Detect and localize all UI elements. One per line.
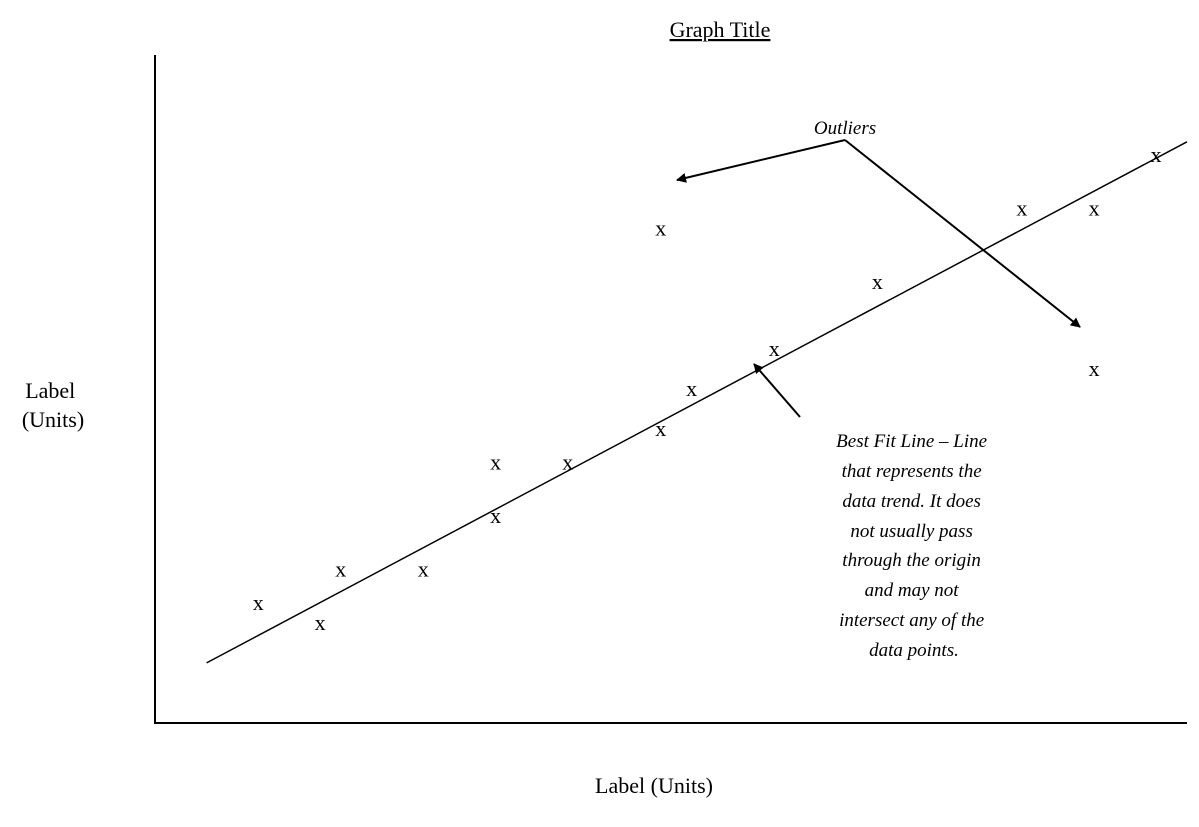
best-fit-annotation-line: Best Fit Line – Line: [836, 431, 987, 452]
best-fit-line: [206, 141, 1188, 664]
outlier-points: xx: [655, 216, 1099, 381]
data-point: x: [872, 269, 883, 294]
data-point: x: [1089, 196, 1100, 221]
data-point: x: [1151, 142, 1162, 167]
data-point: x: [686, 376, 697, 401]
data-point: x: [769, 336, 780, 361]
best-fit-annotation-line: through the origin: [842, 550, 981, 571]
best-fit-annotation-line: that represents the: [842, 461, 982, 482]
best-fit-annotation-line: not usually pass: [850, 521, 972, 542]
data-point: x: [490, 503, 501, 528]
outlier-arrow-right: [844, 139, 1081, 328]
data-point: x: [655, 416, 666, 441]
data-point: x: [335, 556, 346, 581]
outliers-annotation: Outliers: [814, 118, 876, 139]
data-point: x: [1016, 196, 1027, 221]
y-axis-label-line-2: (Units): [22, 407, 84, 432]
best-fit-annotation: Best Fit Line – Line that represents the…: [836, 431, 992, 661]
best-fit-arrow: [753, 363, 801, 418]
data-point: x: [315, 610, 326, 635]
best-fit-annotation-line: data points.: [869, 640, 959, 661]
x-axis-label: Label (Units): [595, 773, 713, 798]
best-fit-annotation-line: and may not: [865, 580, 960, 601]
outlier-point: x: [1089, 356, 1100, 381]
data-point: x: [562, 450, 573, 475]
data-point: x: [418, 556, 429, 581]
outlier-arrow-left: [676, 139, 846, 183]
y-axis-label-line-1: Label: [25, 378, 75, 403]
y-axis-label: Label (Units): [22, 378, 84, 432]
best-fit-annotation-line: intersect any of the: [839, 610, 984, 631]
outlier-point: x: [655, 216, 666, 241]
data-point: x: [490, 450, 501, 475]
best-fit-annotation-line: data trend. It does: [842, 491, 981, 512]
chart-title: Graph Title: [670, 17, 771, 42]
data-point: x: [253, 590, 264, 615]
